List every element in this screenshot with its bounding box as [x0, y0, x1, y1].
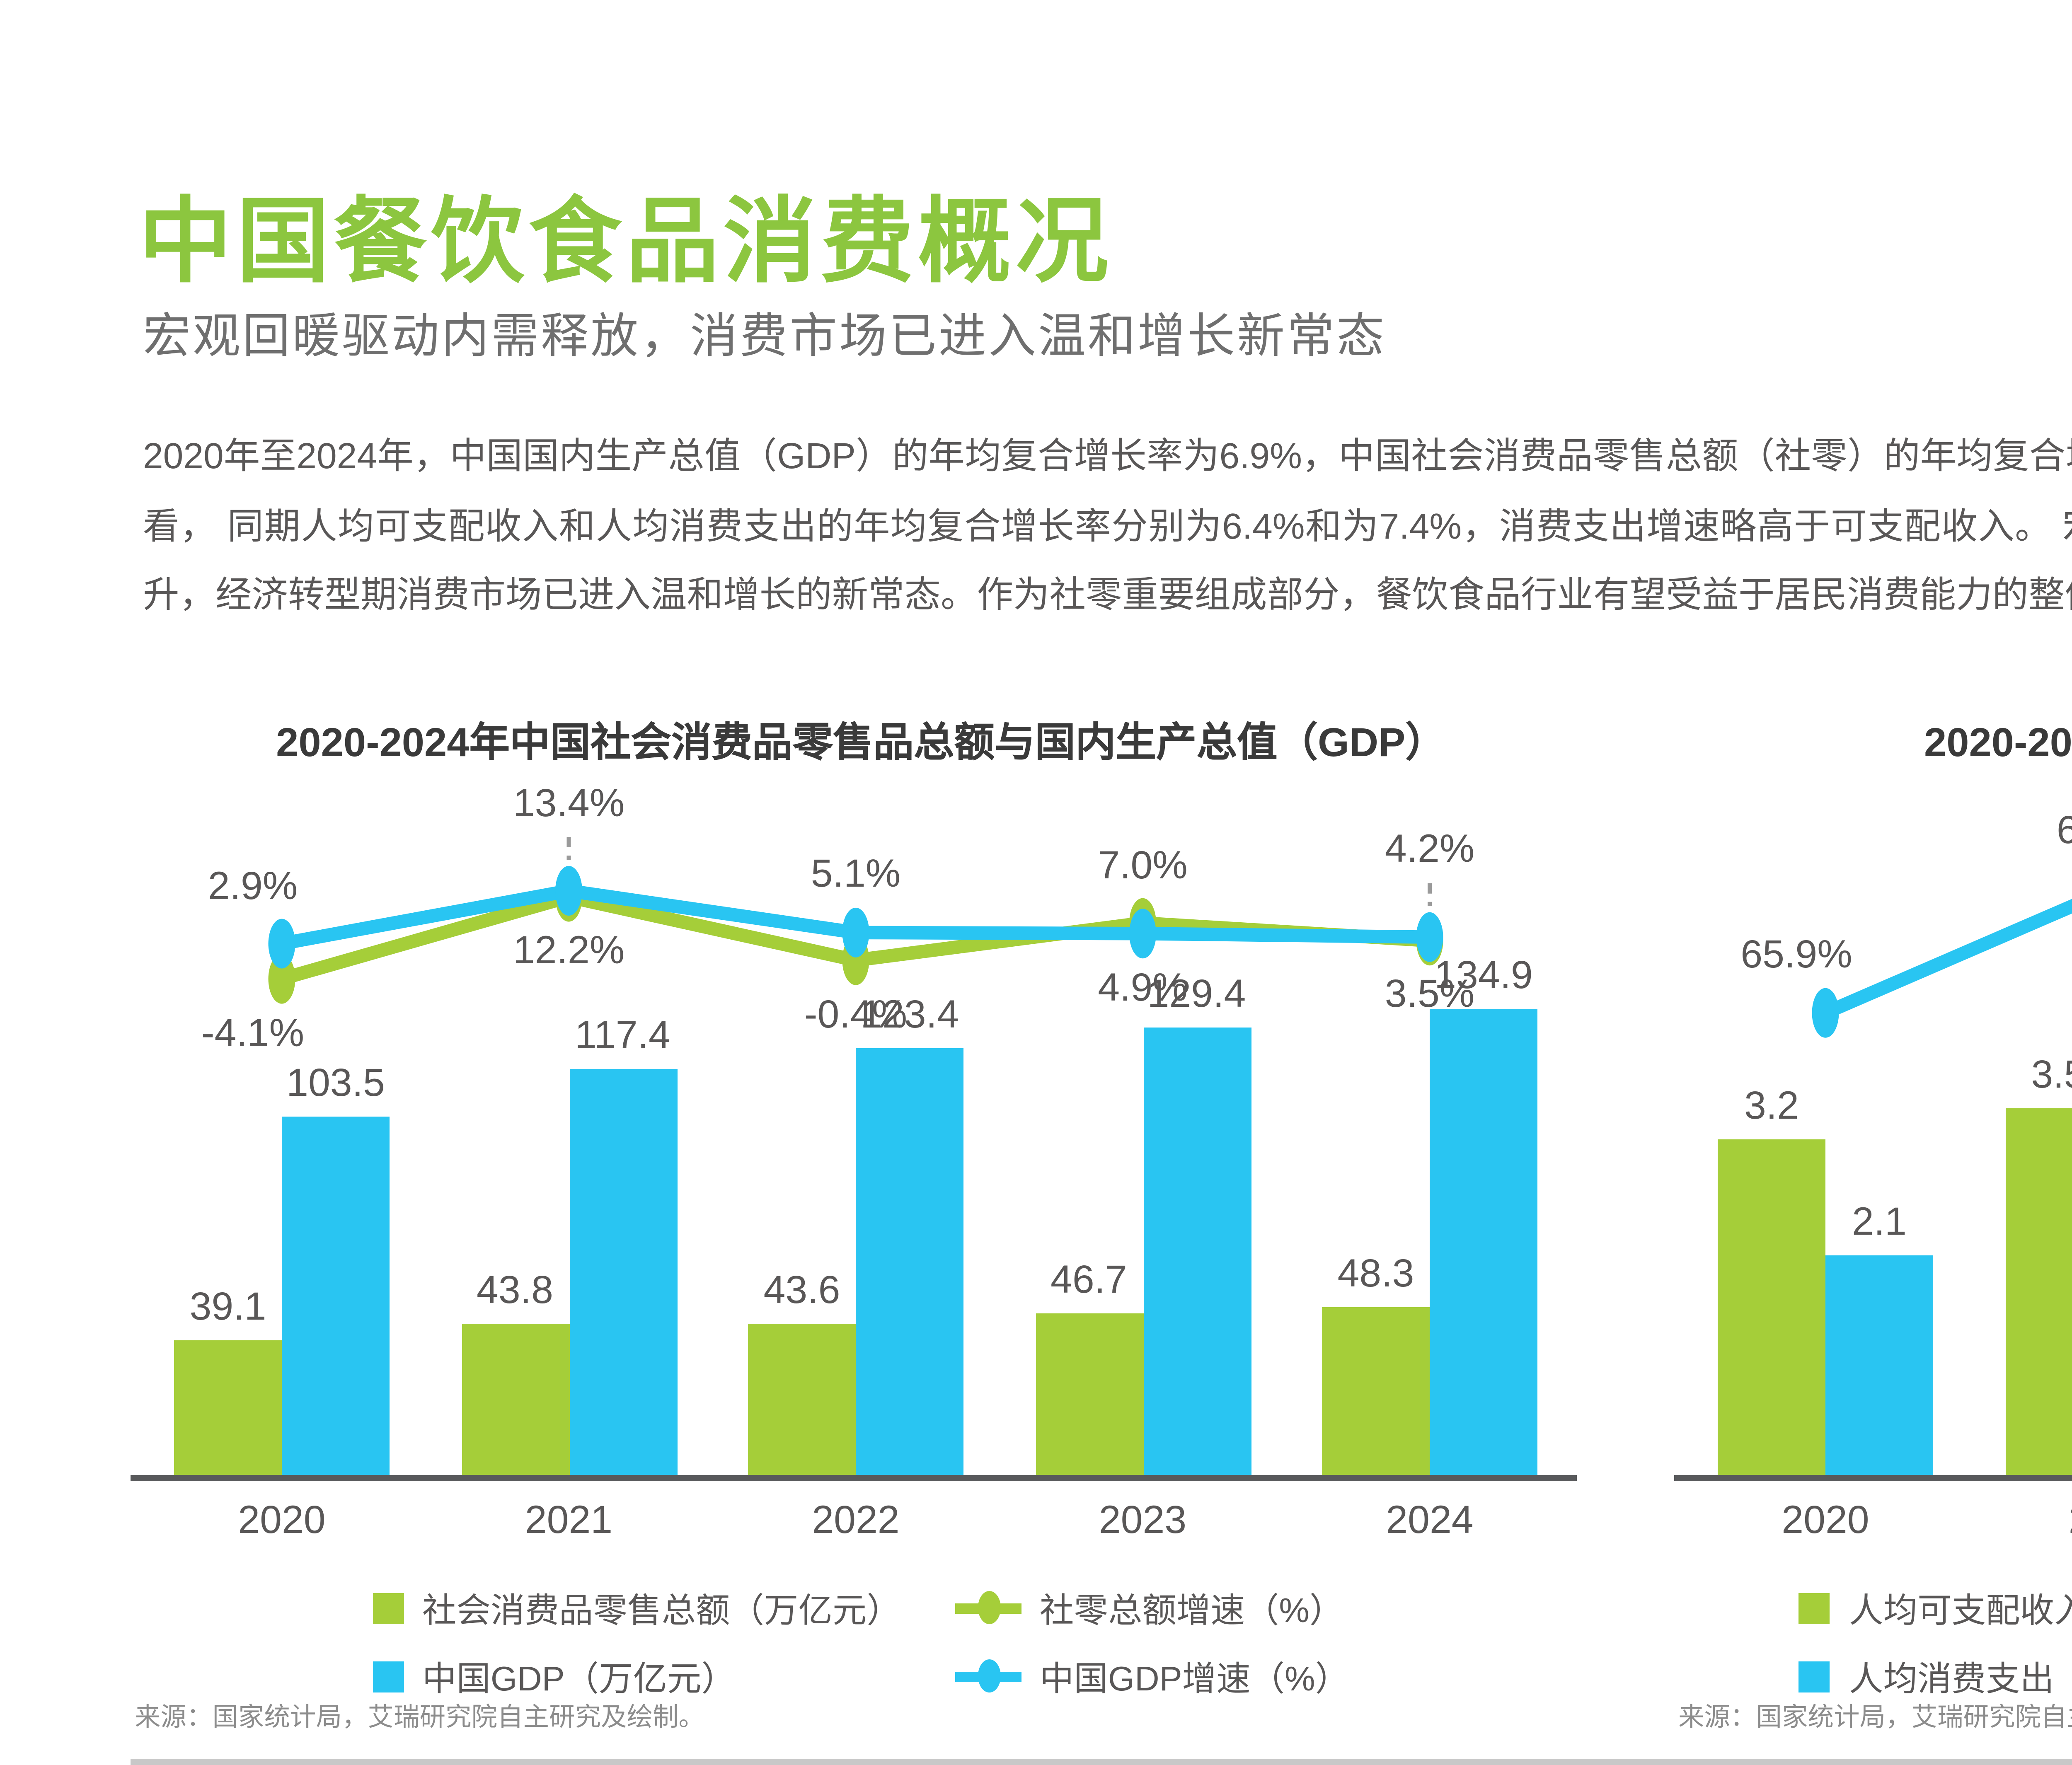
line-value-label: 5.1%	[811, 854, 901, 899]
legend-label: 人均消费支出（万元）	[1849, 1651, 2072, 1701]
legend-swatch-icon	[1799, 1661, 1830, 1692]
chart-legend: 人均可支配收入（万元）人均消费支出占人均可支配收入比例（%）人均消费支出（万元）	[1674, 1583, 2072, 1701]
line-value-label: -4.1%	[201, 1012, 304, 1058]
legend-swatch-icon	[1799, 1592, 1830, 1623]
line-人均消费支出占人均可支配收入比例（%）	[1825, 889, 2072, 1013]
summary-paragraph: 2020年至2024年，中国国内生产总值（GDP）的年均复合增长率为6.9%，中…	[143, 423, 2072, 631]
legend-item: 人均消费支出（万元）	[1799, 1651, 2072, 1701]
legend-label: 社零总额增速（%）	[1040, 1583, 1343, 1632]
legend-item: 社会消费品零售总额（万亿元）	[373, 1583, 901, 1632]
line-point-marker	[1416, 912, 1443, 962]
line-point-marker	[842, 908, 869, 957]
legend-swatch-icon	[373, 1592, 404, 1623]
line-point-marker	[269, 919, 295, 969]
line-value-label: 65.9%	[1740, 934, 1852, 980]
legend-item: 人均可支配收入（万元）	[1799, 1583, 2072, 1632]
chart-legend: 社会消费品零售总额（万亿元） 社零总额增速（%） 中国GDP（万亿元） 中国GDP增速…	[131, 1583, 1591, 1701]
page-title: 中国餐饮食品消费概况	[139, 166, 1113, 301]
legend-line-marker-icon	[955, 1659, 1021, 1692]
line-value-label: 2.9%	[208, 865, 298, 911]
page-subtitle: 宏观回暖驱动内需释放，消费市场已进入温和增长新常态	[143, 296, 1386, 367]
legend-item: 社零总额增速（%）	[955, 1583, 1349, 1632]
line-point-marker	[555, 866, 582, 916]
line-value-label: 12.2%	[513, 930, 625, 976]
left-chart-retail-gdp: 2020-2024年中国社会消费品零售品总额与国内生产总值（GDP） 来源：国家…	[131, 704, 1591, 1750]
legend-label: 社会消费品零售总额（万亿元）	[422, 1583, 901, 1632]
line-value-label: 4.2%	[1385, 829, 1475, 875]
legend-swatch-icon	[373, 1661, 404, 1692]
line-point-marker	[1812, 988, 1839, 1038]
line-value-label: -0.4%	[804, 994, 907, 1039]
right-chart-income-expenditure: 2020-2024年人均可支配收入和人均消费支出及其占比 来源：国家统计局，艾瑞…	[1674, 704, 2072, 1750]
line-value-label: 4.9%	[1098, 967, 1188, 1012]
legend-item: 中国GDP增速（%）	[955, 1651, 1349, 1701]
line-value-label: 7.0%	[1098, 844, 1188, 890]
legend-line-marker-icon	[955, 1591, 1021, 1624]
legend-label: 中国GDP（万亿元）	[422, 1651, 736, 1701]
legend-label: 中国GDP增速（%）	[1040, 1651, 1349, 1701]
line-value-label: 68.6%	[2057, 810, 2072, 856]
line-value-label: 13.4%	[513, 783, 625, 829]
legend-label: 人均可支配收入（万元）	[1849, 1583, 2072, 1632]
legend-item: 中国GDP（万亿元）	[373, 1651, 901, 1701]
report-page: 中国餐饮食品消费概况 Research 艾瑞咨询 宏观回暖驱动内需释放，消费市场…	[0, 0, 2072, 1725]
footer-divider	[131, 1759, 2072, 1765]
line-value-label: 3.5%	[1385, 974, 1475, 1019]
line-point-marker	[1129, 909, 1156, 958]
